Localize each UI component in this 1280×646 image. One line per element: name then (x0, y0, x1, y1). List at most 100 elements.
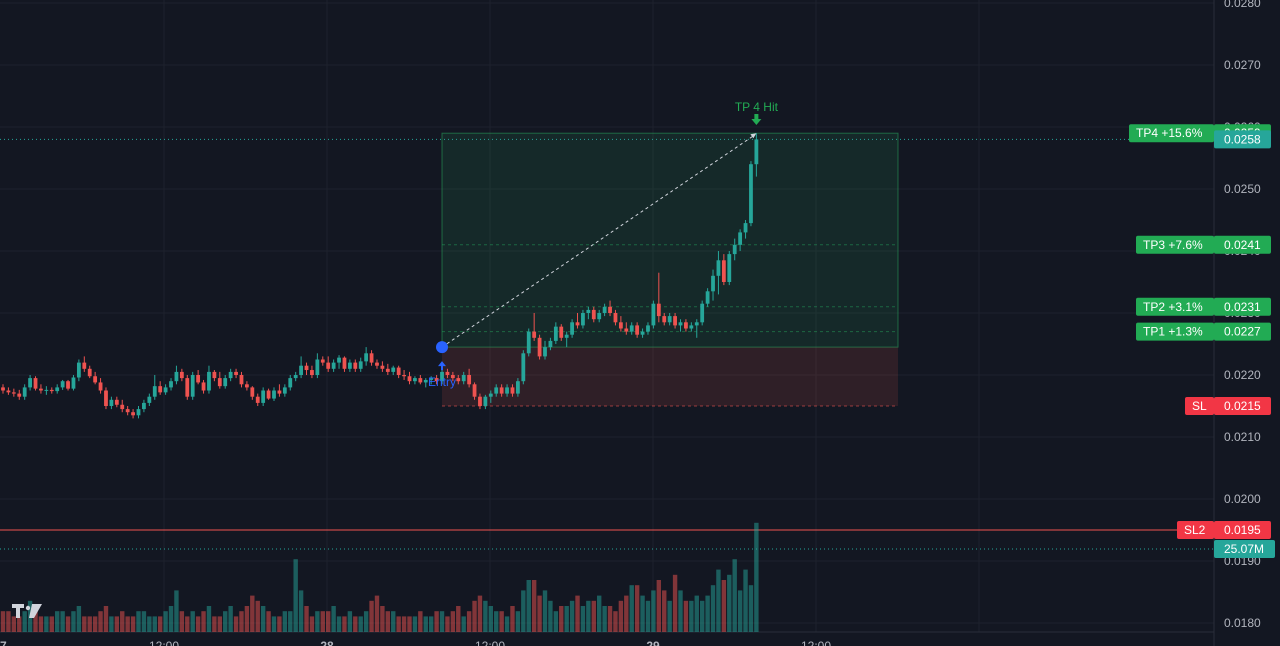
candle-body (651, 303, 656, 326)
volume-bar (537, 595, 542, 632)
candle-body (152, 386, 157, 397)
target-tag-bg (1136, 322, 1214, 341)
volume-bar (157, 616, 163, 632)
volume-bar (401, 616, 407, 632)
volume-bar (662, 590, 667, 632)
candle-body (147, 396, 152, 403)
candle-body (104, 390, 108, 406)
volume-bar (428, 616, 434, 632)
candle-body (82, 362, 87, 369)
price-tick: 0.0180 (1224, 616, 1261, 630)
volume-bar (0, 611, 6, 632)
candle-body (282, 387, 287, 394)
candle-body (207, 371, 211, 391)
volume-bar (266, 611, 271, 632)
candle-body (413, 378, 417, 382)
volume-bar (521, 590, 526, 632)
candle-body (60, 381, 65, 388)
volume-bar (580, 606, 586, 632)
candle-body (407, 376, 412, 382)
volume-bar (130, 616, 136, 632)
volume-bar (705, 595, 710, 632)
candle-body (423, 379, 428, 383)
target-tag-text: TP2 +3.1% (1143, 300, 1203, 314)
volume-bar (466, 611, 472, 632)
candle-body (537, 337, 542, 357)
volume-bar (423, 616, 428, 632)
volume-bar (391, 611, 396, 632)
volume-bar (38, 616, 44, 632)
volume-bar (559, 606, 564, 632)
stop-loss-tag-bg (1185, 397, 1214, 415)
volume-bar (277, 616, 282, 632)
candle-body (261, 390, 266, 403)
stop-loss-tag-text: SL (1192, 399, 1207, 413)
candle-body (396, 367, 401, 375)
candle-body (234, 371, 238, 375)
candle-body (239, 375, 244, 385)
candle-body (385, 368, 390, 372)
candle-body (293, 375, 298, 379)
volume-bar (250, 595, 255, 632)
candle-body (402, 375, 406, 377)
volume-bar (71, 611, 76, 632)
candle-body (11, 392, 16, 394)
candle-body (33, 378, 38, 389)
candle-body (190, 375, 195, 397)
candle-body (71, 377, 76, 389)
candle-body (310, 370, 314, 375)
candle-body (597, 313, 602, 320)
volume-bar (531, 580, 537, 632)
candle-body (250, 387, 255, 397)
tradingview-logo[interactable] (12, 604, 42, 618)
candle-body (434, 378, 439, 382)
candle-body (543, 347, 547, 357)
candle-body (347, 362, 352, 369)
candle-body (142, 402, 146, 410)
candle-body (456, 378, 461, 382)
volume-bar (689, 600, 694, 632)
candle-body (158, 386, 163, 393)
time-tick: 29 (646, 639, 660, 646)
target-tag-text: TP3 +7.6% (1143, 238, 1203, 252)
candle-body (618, 322, 623, 329)
time-axis[interactable]: 7 12:00 28 12:00 29 12:00 (0, 639, 831, 646)
candle-body (732, 244, 737, 255)
volume-bar (504, 616, 510, 632)
volume-bar (163, 611, 168, 632)
target-price-badge-bg (1214, 322, 1271, 341)
stop-loss2-tag-text: SL2 (1184, 523, 1206, 537)
candle-body (109, 399, 114, 406)
volume-bar (109, 616, 114, 632)
candle-body (76, 362, 81, 378)
volume-bar (412, 616, 418, 632)
candle-body (304, 365, 309, 371)
time-tick: 7 (0, 639, 7, 646)
target-tag-text: TP4 +15.6% (1136, 126, 1203, 140)
volume-bar (315, 611, 320, 632)
volume-bar (147, 616, 152, 632)
target-tag: TP4 +15.6% (1129, 124, 1214, 143)
candle-body (120, 404, 125, 410)
volume-bar (472, 600, 477, 632)
candle-body (461, 375, 466, 382)
volume-bar (363, 611, 369, 632)
volume-bar (282, 611, 288, 632)
volume-bar (342, 616, 347, 632)
volume-bar (6, 611, 11, 632)
volume-bar (721, 580, 727, 632)
volume-bar (76, 606, 82, 632)
volume-bar (217, 616, 222, 632)
volume-bar (569, 600, 575, 632)
volume-bar (629, 585, 634, 632)
candle-body (223, 378, 228, 387)
candle-body (277, 390, 282, 394)
volume-bar (607, 606, 613, 632)
volume-bar (82, 616, 87, 632)
volume-bar (293, 559, 298, 632)
candle-body (66, 381, 70, 389)
candles (1, 133, 759, 419)
candle-body (201, 382, 206, 391)
volume-bar (418, 611, 423, 632)
